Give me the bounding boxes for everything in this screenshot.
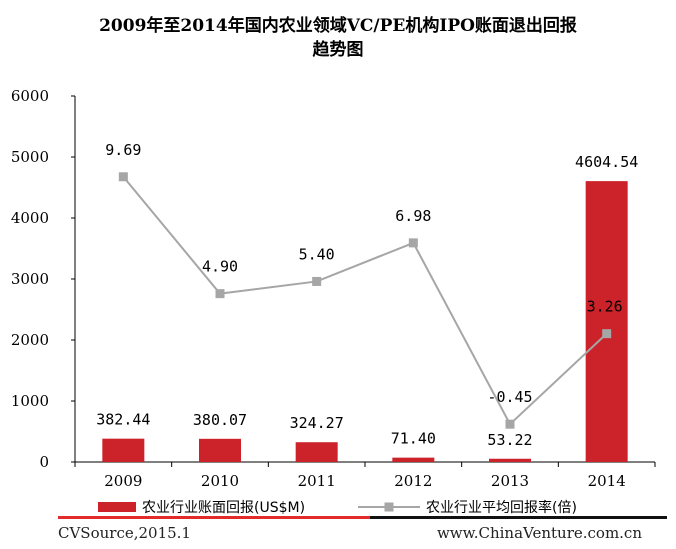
bar-data-label: 71.40 xyxy=(391,430,436,448)
x-tick-label: 2011 xyxy=(298,472,336,490)
y-tick-label: 3000 xyxy=(11,270,49,288)
line-data-label: 4.90 xyxy=(202,258,238,276)
y-tick-label: 6000 xyxy=(11,87,49,105)
bar xyxy=(295,442,338,462)
legend-marker-line xyxy=(384,502,394,512)
line-point xyxy=(408,238,418,248)
source-text: CVSource,2015.1 xyxy=(58,524,191,542)
line-series xyxy=(122,176,608,426)
line-data-label: 3.26 xyxy=(587,298,623,316)
line-point xyxy=(602,329,612,339)
line-point xyxy=(505,419,515,429)
x-tick-label: 2010 xyxy=(201,472,239,490)
bar xyxy=(489,458,531,462)
x-tick-label: 2012 xyxy=(394,472,432,490)
bar xyxy=(102,438,145,462)
bar-data-label: 324.27 xyxy=(290,414,344,432)
bar-data-label: 4604.54 xyxy=(575,153,638,171)
line-point xyxy=(118,172,128,182)
website-text: www.ChinaVenture.com.cn xyxy=(436,524,642,542)
footer-divider-red xyxy=(58,516,370,519)
y-tick-label: 0 xyxy=(39,453,49,471)
line-data-label: -0.45 xyxy=(487,388,532,406)
y-tick-label: 1000 xyxy=(11,392,49,410)
bar-data-label: 382.44 xyxy=(96,411,150,429)
chart-title-line2: 趋势图 xyxy=(312,40,364,60)
chart-title: 2009年至2014年国内农业领域VC/PE机构IPO账面退出回报 趋势图 xyxy=(0,14,676,62)
line-point xyxy=(312,276,322,286)
bar xyxy=(199,438,241,462)
chart-title-line1: 2009年至2014年国内农业领域VC/PE机构IPO账面退出回报 xyxy=(99,16,577,36)
footer-divider-black xyxy=(370,516,667,519)
bar xyxy=(585,181,628,463)
x-tick-label: 2009 xyxy=(104,472,142,490)
bar xyxy=(392,457,435,462)
x-tick-label: 2014 xyxy=(588,472,626,490)
line-data-label: 9.69 xyxy=(105,141,141,159)
bar-data-label: 380.07 xyxy=(193,411,247,429)
bar-data-label: 53.22 xyxy=(487,431,532,449)
y-tick-label: 4000 xyxy=(11,209,49,227)
legend-label-bar: 农业行业账面回报(US$M) xyxy=(142,500,305,516)
legend-label-line: 农业行业平均回报率(倍) xyxy=(426,499,577,516)
line-data-label: 6.98 xyxy=(395,207,431,225)
line-point xyxy=(215,289,225,299)
y-tick-label: 5000 xyxy=(11,148,49,166)
legend-swatch-bar xyxy=(98,502,136,512)
y-tick-label: 2000 xyxy=(11,331,49,349)
x-tick-label: 2013 xyxy=(491,472,529,490)
line-data-label: 5.40 xyxy=(299,245,335,263)
